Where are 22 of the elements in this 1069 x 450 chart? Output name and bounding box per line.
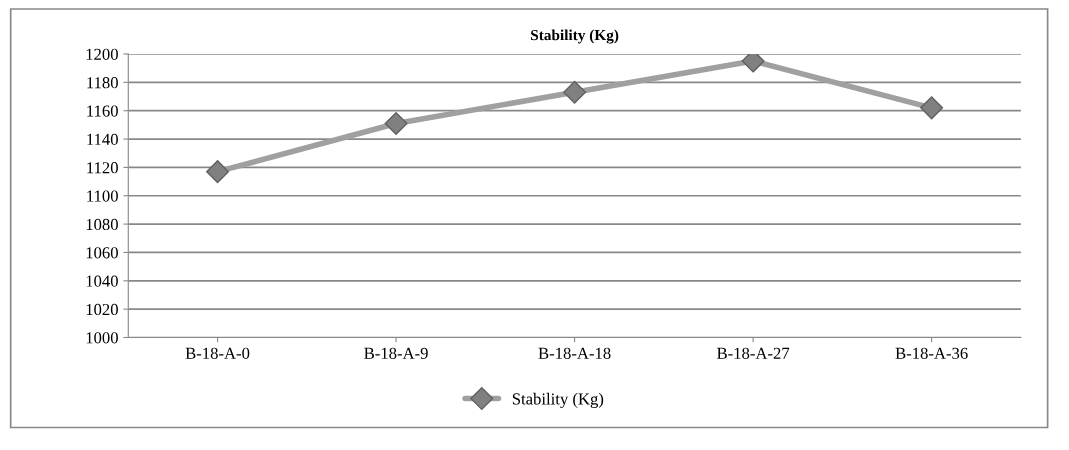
y-tick-label: 1000	[86, 332, 118, 344]
point	[920, 96, 944, 120]
x-tick-label: B-18-A-18	[538, 347, 611, 359]
y-tick-label: 1140	[87, 133, 118, 145]
x-tick-label: B-18-A-9	[364, 347, 428, 359]
y-tick-label: 1100	[87, 190, 118, 202]
legend-label: Stability (Kg)	[512, 392, 604, 408]
x-tick-label: B-18-A-0	[185, 347, 250, 359]
y-tick-label: 1060	[86, 247, 118, 259]
y-tick-label: 1080	[86, 218, 118, 231]
chart-title: Stability (Kg)	[531, 29, 619, 44]
x-tick-label: B-18-A-27	[717, 347, 790, 359]
y-tick-label: 1180	[87, 77, 118, 89]
point	[384, 111, 408, 135]
y-tick-label: 1200	[86, 48, 118, 60]
y-tick-label: 1120	[87, 162, 118, 174]
x-tick-label: B-18-A-36	[895, 347, 968, 359]
y-tick-label: 1020	[86, 303, 118, 316]
point	[206, 160, 230, 184]
y-tick-label: 1040	[86, 275, 118, 287]
y-tick-label: 1160	[87, 105, 118, 117]
point	[563, 80, 587, 104]
